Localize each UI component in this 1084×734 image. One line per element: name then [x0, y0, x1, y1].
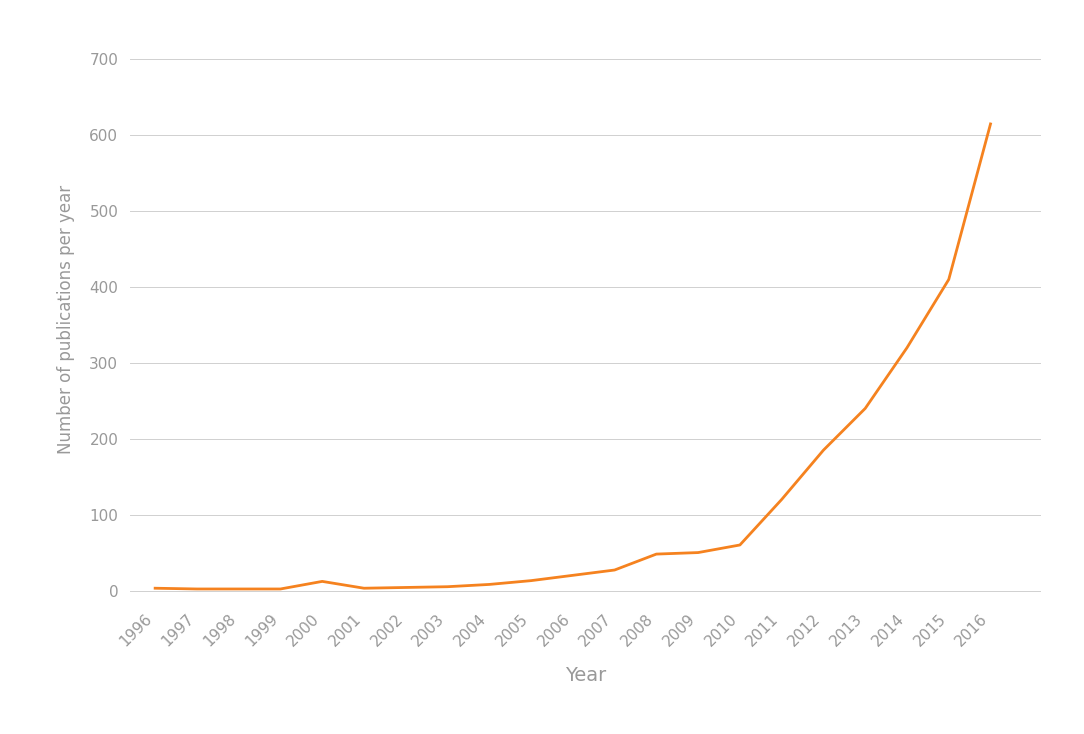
- Y-axis label: Number of publications per year: Number of publications per year: [57, 185, 76, 454]
- X-axis label: Year: Year: [565, 666, 606, 685]
